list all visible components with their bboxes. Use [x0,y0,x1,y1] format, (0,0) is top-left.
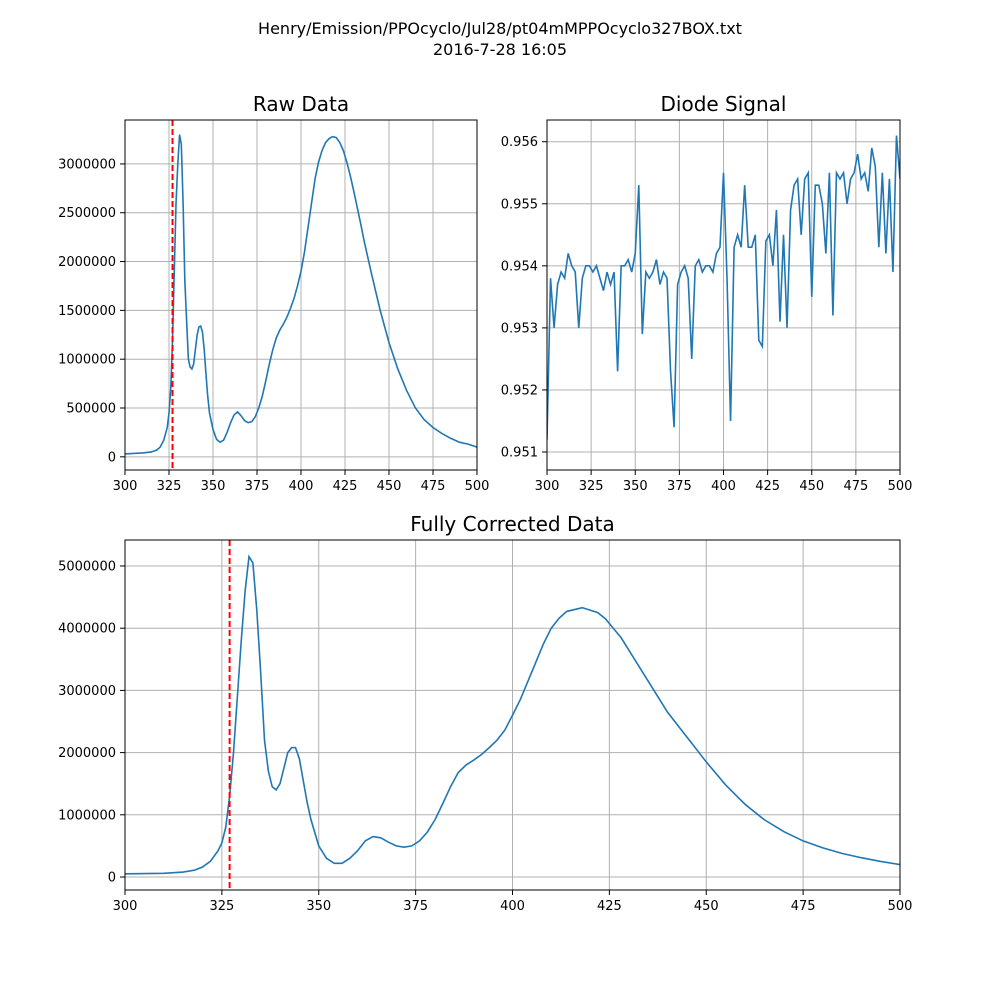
x-tick-label: 475 [791,899,816,914]
x-tick-label: 450 [799,479,824,494]
y-tick-label: 0.954 [501,259,538,274]
x-tick-label: 325 [157,479,182,494]
y-tick-label: 0 [108,871,116,886]
axes-frame [124,539,901,891]
subplot-title: Raw Data [253,92,349,116]
x-tick-label: 350 [306,899,331,914]
y-tick-label: 0.951 [501,446,538,461]
y-tick-label: 0 [108,450,116,465]
x-tick-label: 500 [888,479,913,494]
y-tick-label: 3000000 [58,157,116,172]
x-tick-label: 300 [113,899,138,914]
x-tick-label: 400 [289,479,314,494]
x-tick-label: 425 [755,479,780,494]
x-tick-label: 300 [113,479,138,494]
y-tick-label: 500000 [66,402,116,417]
y-tick-label: 1000000 [58,353,116,368]
y-tick-label: 2000000 [58,255,116,270]
x-tick-label: 350 [201,479,226,494]
x-tick-label: 450 [694,899,719,914]
y-tick-label: 0.956 [501,135,538,150]
x-tick-label: 375 [403,899,428,914]
x-tick-label: 450 [377,479,402,494]
x-tick-label: 475 [843,479,868,494]
x-tick-label: 475 [421,479,446,494]
y-tick-label: 4000000 [58,622,116,637]
x-tick-label: 325 [579,479,604,494]
subplot-title: Fully Corrected Data [410,512,615,536]
y-tick-label: 0.952 [501,383,538,398]
x-tick-label: 400 [500,899,525,914]
subplot-title: Diode Signal [661,92,787,116]
axes-frame [124,119,478,471]
y-tick-label: 2500000 [58,206,116,221]
x-tick-label: 350 [623,479,648,494]
x-tick-label: 375 [245,479,270,494]
x-tick-label: 425 [333,479,358,494]
x-tick-label: 325 [209,899,234,914]
y-tick-label: 1000000 [58,808,116,823]
x-tick-label: 425 [597,899,622,914]
x-tick-label: 500 [888,899,913,914]
y-tick-label: 5000000 [58,559,116,574]
y-tick-label: 2000000 [58,746,116,761]
data-line [125,134,477,455]
data-line [547,135,900,440]
data-line [125,554,900,875]
axes-frame [546,119,901,471]
x-tick-label: 400 [711,479,736,494]
x-tick-label: 500 [465,479,490,494]
y-tick-label: 1500000 [58,304,116,319]
suptitle-date: 2016-7-28 16:05 [433,40,567,59]
y-tick-label: 0.955 [501,197,538,212]
x-tick-label: 375 [667,479,692,494]
y-tick-label: 3000000 [58,684,116,699]
x-tick-label: 300 [535,479,560,494]
suptitle: Henry/Emission/PPOcyclo/Jul28/pt04mMPPOc… [258,19,742,38]
y-tick-label: 0.953 [501,321,538,336]
